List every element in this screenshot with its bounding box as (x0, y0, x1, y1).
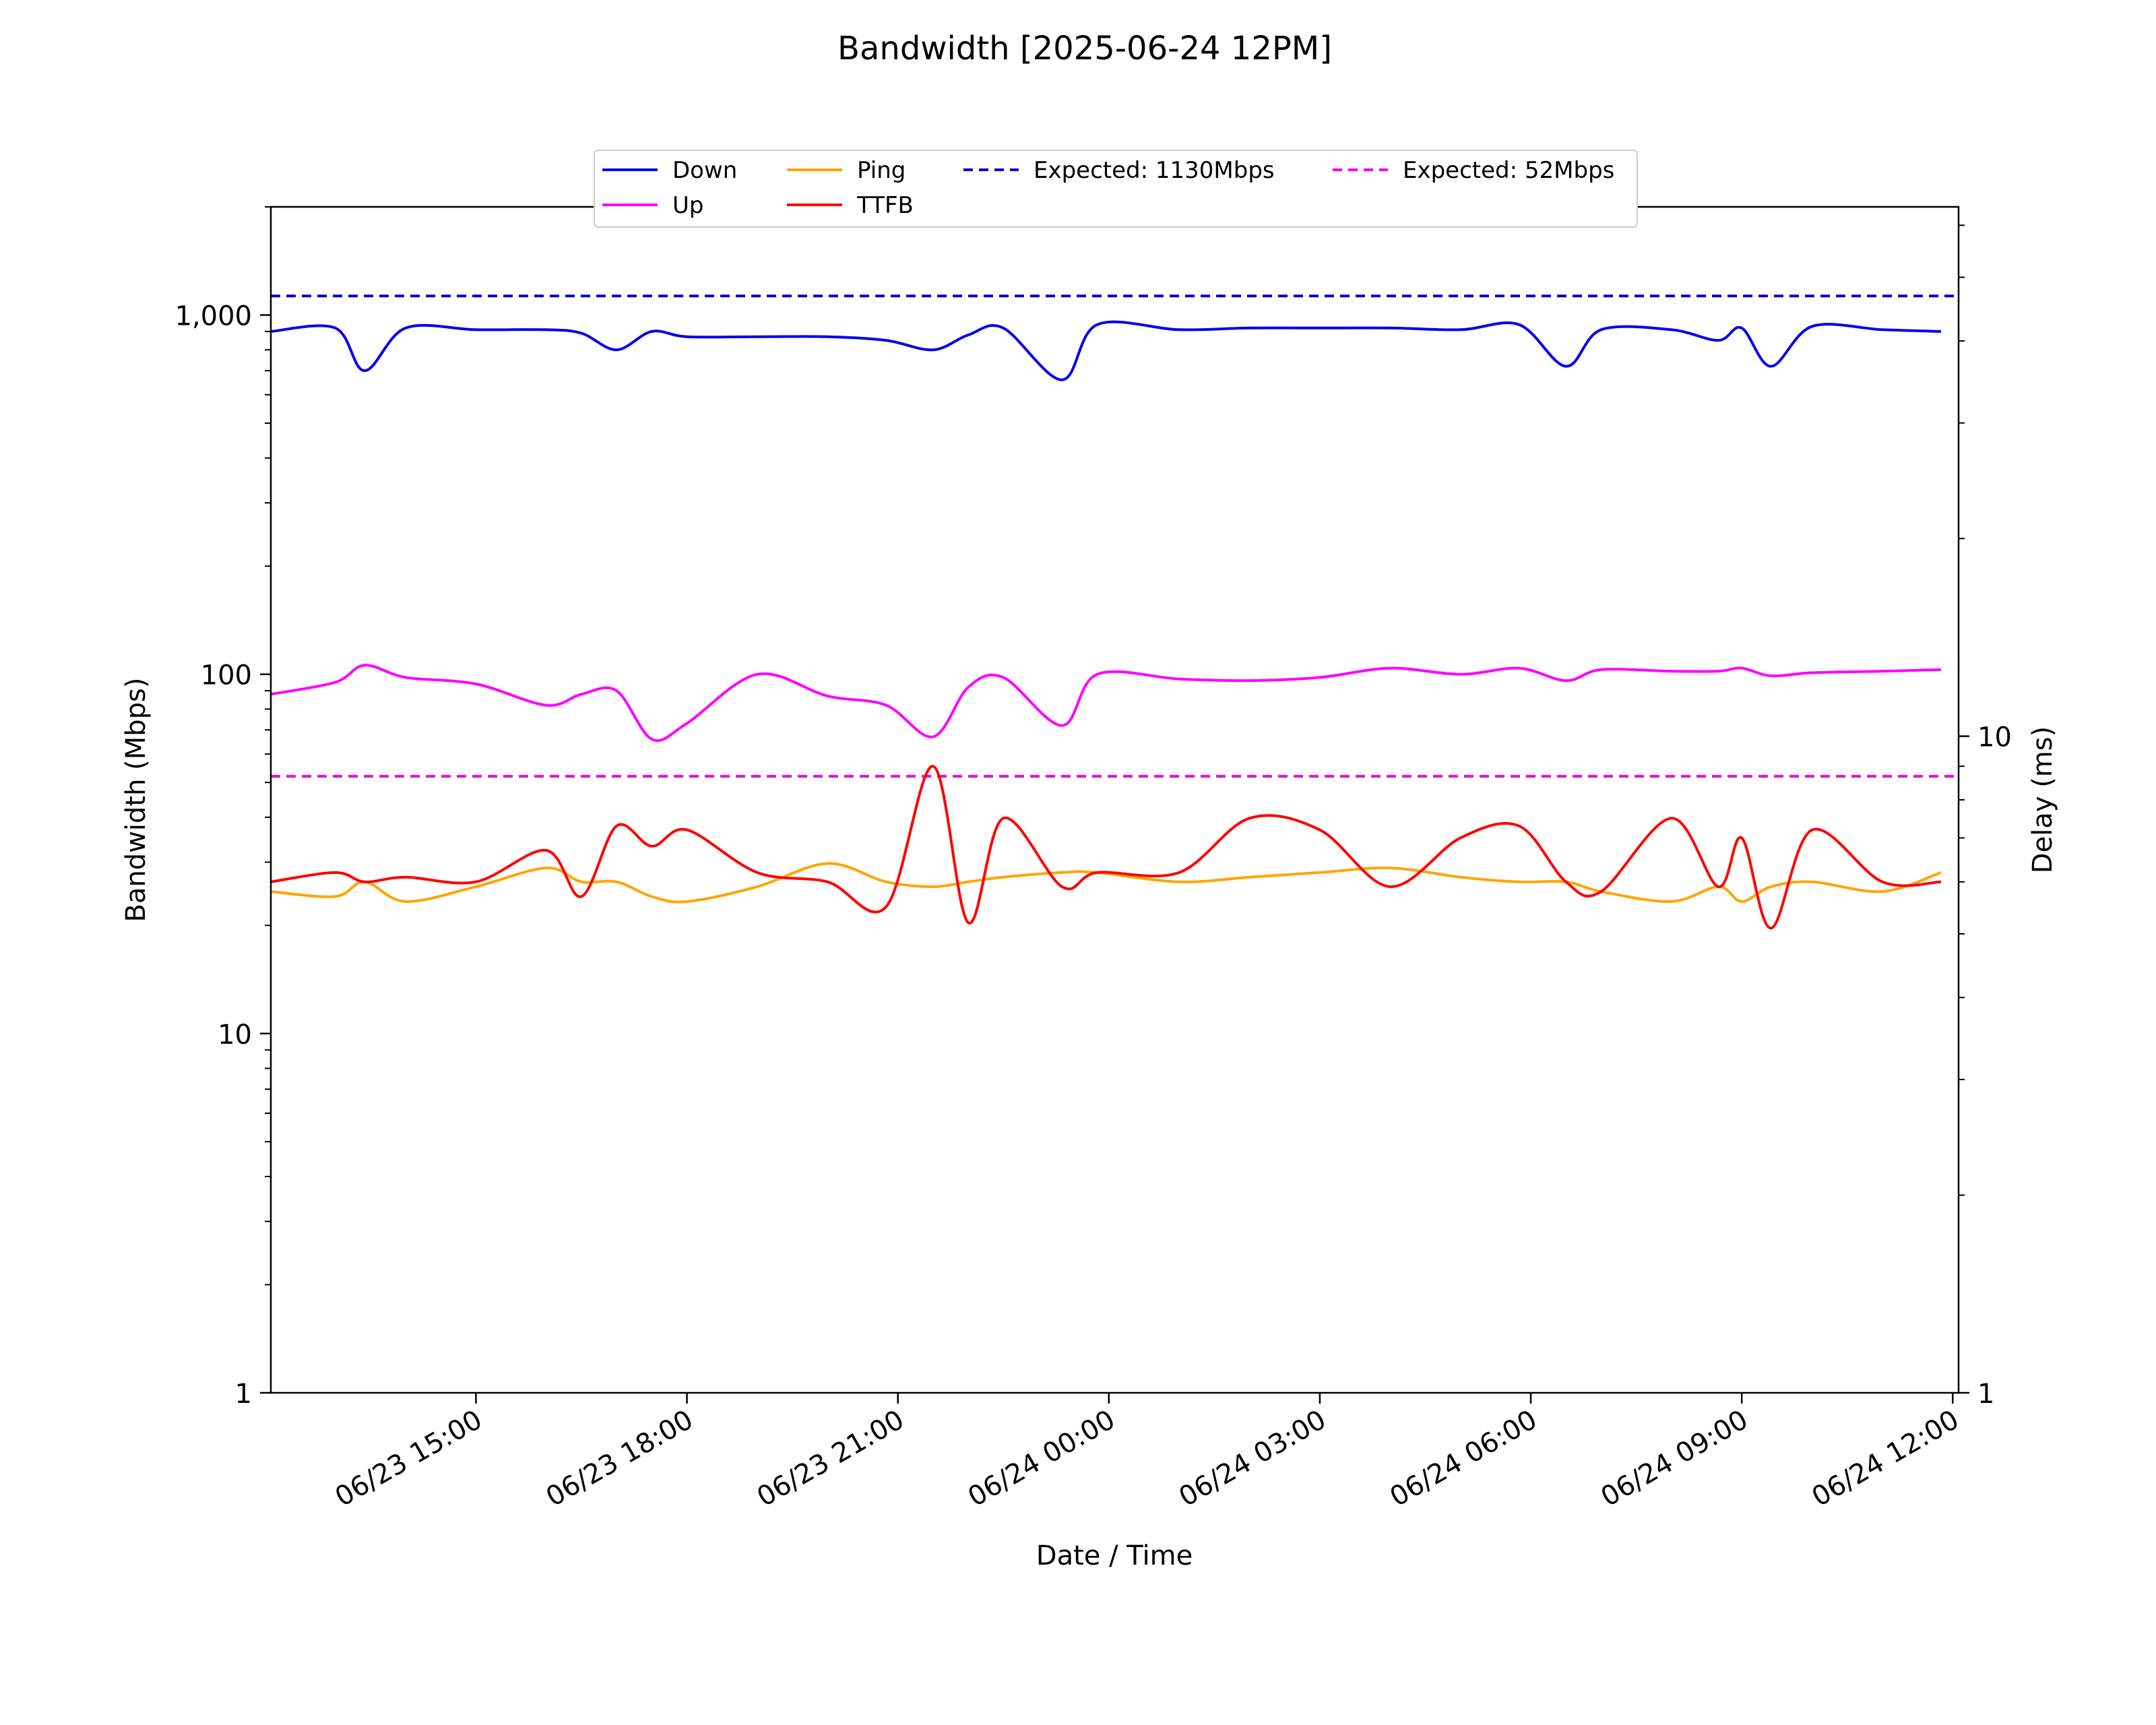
y-tick-label: 10 (218, 1020, 252, 1050)
y-axis-label: Bandwidth (Mbps) (121, 677, 152, 922)
legend-label: TTFB (856, 192, 914, 219)
legend-label: Expected: 1130Mbps (1034, 157, 1275, 184)
series-line-down (270, 320, 1941, 381)
y2-tick-label: 1 (1977, 1379, 1994, 1410)
plot-area (270, 294, 1959, 930)
legend-label: Expected: 52Mbps (1403, 157, 1614, 184)
x-axis-label: Date / Time (1036, 1540, 1193, 1571)
y-tick-label: 1 (235, 1379, 252, 1410)
series-line-ping (270, 862, 1942, 904)
legend-label: Down (672, 157, 737, 184)
legend: Down Ping Expected: 1130Mbps Expected: 52Mb… (594, 150, 1638, 228)
legend-label: Ping (857, 157, 906, 184)
series-line-up (270, 664, 1941, 743)
y-tick-label: 1,000 (175, 301, 252, 332)
chart-title: Bandwidth [2025-06-24 12PM] (837, 30, 1332, 67)
legend-box (594, 150, 1638, 228)
y2-tick-label: 10 (1977, 722, 2012, 753)
y-tick-label: 100 (201, 660, 252, 691)
y2-axis-label: Delay (ms) (2027, 726, 2058, 873)
series-line-ttfb (270, 765, 1941, 930)
legend-label: Up (672, 192, 703, 219)
